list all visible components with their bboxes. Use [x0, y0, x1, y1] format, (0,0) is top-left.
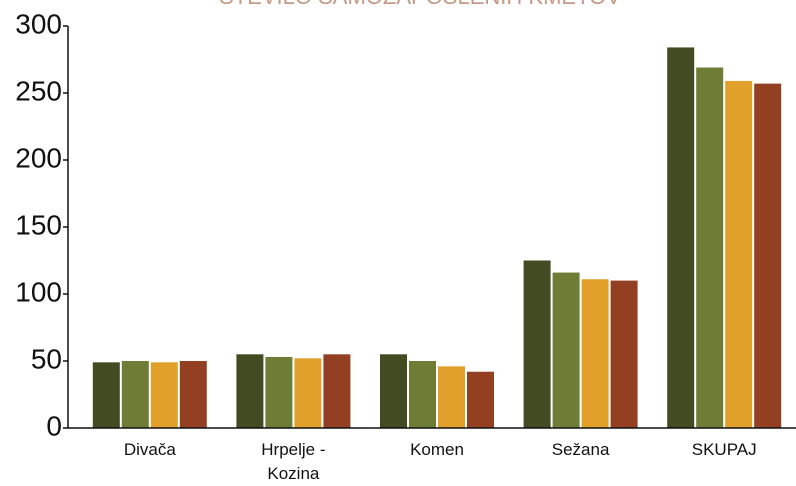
- bar: [696, 67, 724, 428]
- bar: [438, 366, 465, 428]
- bar: [236, 354, 264, 428]
- y-tick-label: 50: [31, 343, 62, 374]
- x-tick-label: Komen: [410, 440, 464, 459]
- bar: [581, 279, 609, 428]
- x-tick-label: SKUPAJ: [691, 440, 757, 459]
- bar: [121, 361, 149, 428]
- bar: [409, 361, 436, 428]
- y-tick-label: 200: [15, 142, 62, 173]
- bar: [754, 83, 782, 429]
- y-tick-label: 300: [15, 8, 62, 39]
- bar: [294, 358, 322, 428]
- y-tick-label: 150: [15, 209, 62, 240]
- bar: [323, 354, 351, 428]
- bar: [523, 260, 551, 428]
- bar: [552, 272, 580, 428]
- x-tick-label: Hrpelje - Kozina: [261, 440, 326, 483]
- bar: [150, 362, 178, 428]
- bar: [667, 47, 695, 428]
- bar: [179, 361, 207, 428]
- y-tick-label: 250: [15, 75, 62, 106]
- y-tick-label: 0: [46, 410, 62, 441]
- x-tick-label: Sežana: [551, 440, 610, 459]
- y-tick-label: 100: [15, 276, 62, 307]
- bar: [725, 80, 753, 428]
- bar: [265, 356, 293, 428]
- bar: [467, 371, 494, 428]
- bar: [380, 354, 407, 428]
- chart-title: ŠTEVILO SAMOZAPOSLENIH KMETOV: [219, 0, 621, 9]
- x-tick-label: Divača: [123, 440, 176, 459]
- bar: [610, 280, 638, 428]
- bar: [92, 362, 120, 428]
